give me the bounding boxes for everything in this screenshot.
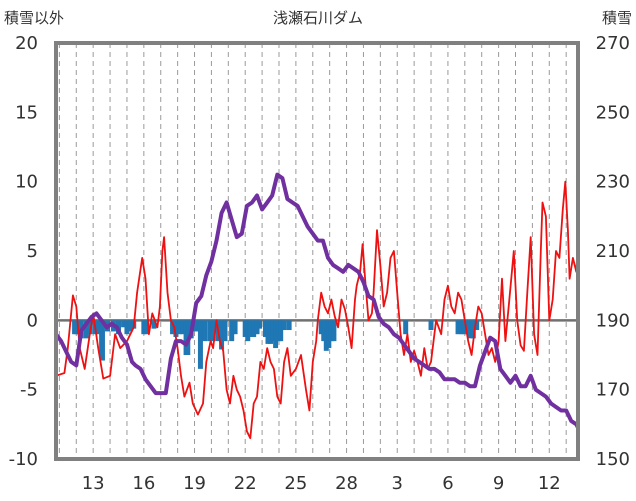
precip-bar: [197, 320, 203, 369]
precip-bar: [257, 320, 263, 329]
x-tick-label: 13: [82, 473, 105, 494]
x-tick-label: 19: [183, 473, 206, 494]
precip-bar: [268, 320, 274, 344]
precip-bar: [232, 320, 238, 335]
precip-bar: [251, 320, 257, 337]
precip-bar: [207, 320, 213, 342]
y-right-tick-label: 150: [596, 449, 630, 470]
precip-bar: [254, 320, 260, 335]
precip-bar: [403, 320, 409, 335]
y-left-label: 積雪以外: [4, 9, 64, 27]
y-right-tick-label: 230: [596, 172, 630, 193]
precip-bar: [278, 320, 284, 342]
precip-bar: [96, 320, 102, 335]
precip-bar: [219, 320, 225, 350]
precip-bar: [242, 320, 248, 337]
precip-bar: [180, 320, 186, 335]
precip-bar: [270, 320, 276, 342]
precip-bar: [247, 320, 253, 337]
x-tick-label: 9: [493, 473, 504, 494]
precip-bar: [326, 320, 332, 349]
y-left-tick-label: 5: [27, 241, 38, 262]
precip-bar: [321, 320, 327, 342]
precip-bar: [83, 320, 89, 339]
precip-bar: [262, 320, 268, 337]
precip-bar: [143, 320, 149, 335]
precip-bar: [474, 320, 480, 331]
precip-bar: [265, 320, 271, 344]
precip-bar: [151, 320, 157, 329]
precip-bar: [121, 320, 127, 328]
precip-bar: [318, 320, 324, 335]
precip-bar: [170, 320, 176, 335]
precip-bar: [127, 320, 133, 332]
x-tick-label: 25: [284, 473, 307, 494]
precip-bar: [87, 320, 93, 335]
y-right-tick-label: 170: [596, 380, 630, 401]
precip-bar: [428, 320, 434, 331]
precip-bar: [141, 320, 147, 335]
precip-bar: [195, 320, 201, 332]
precip-bar: [281, 320, 287, 331]
precip-bar: [202, 320, 208, 342]
y-left-tick-label: -5: [20, 380, 38, 401]
precip-bar: [245, 320, 251, 342]
precip-bar: [173, 320, 179, 337]
axis-ticks: 20 15 10 5 0 -5 -10 270 250 230 210 190 170 150 13 16 19…: [9, 33, 630, 494]
precip-bar: [124, 320, 130, 335]
grid: [58, 43, 567, 459]
precip-bar: [461, 320, 467, 335]
precip-bar: [458, 320, 464, 335]
y-left-tick-label: 10: [15, 172, 38, 193]
precip-bar: [331, 320, 337, 342]
y-left-tick-label: 15: [15, 102, 38, 123]
precip-bar: [192, 320, 198, 332]
precip-bar: [73, 320, 79, 335]
precip-bar: [470, 320, 476, 339]
series-snow-depth-line: [54, 172, 580, 444]
precip-bar: [229, 320, 235, 342]
precip-bar: [455, 320, 461, 335]
x-tick-label: 22: [234, 473, 257, 494]
x-tick-label: 28: [335, 473, 358, 494]
y-right-tick-label: 190: [596, 310, 630, 331]
precip-bar: [328, 320, 334, 342]
x-tick-label: 6: [442, 473, 453, 494]
precip-bar: [222, 320, 228, 342]
series-temperature-line: [55, 180, 579, 440]
y-left-tick-label: 0: [27, 310, 38, 331]
precip-bar: [210, 320, 216, 342]
precip-bar: [467, 320, 473, 339]
y-right-tick-label: 250: [596, 102, 630, 123]
precip-bar: [273, 320, 279, 349]
plot-frame: [54, 41, 580, 461]
y-right-tick-label: 270: [596, 33, 630, 54]
x-tick-label: 12: [538, 473, 561, 494]
precip-bar: [99, 320, 105, 361]
x-tick-label: 16: [132, 473, 155, 494]
precip-bar: [176, 320, 182, 335]
x-tick-label: 3: [392, 473, 403, 494]
precip-bar: [464, 320, 470, 335]
chart-title: 浅瀬石川ダム: [273, 9, 363, 27]
y-left-tick-label: 20: [15, 33, 38, 54]
y-right-label: 積雪: [602, 9, 632, 27]
y-right-tick-label: 210: [596, 241, 630, 262]
precip-bar: [286, 320, 292, 331]
y-left-tick-label: -10: [9, 449, 38, 470]
precip-bar: [323, 320, 329, 351]
